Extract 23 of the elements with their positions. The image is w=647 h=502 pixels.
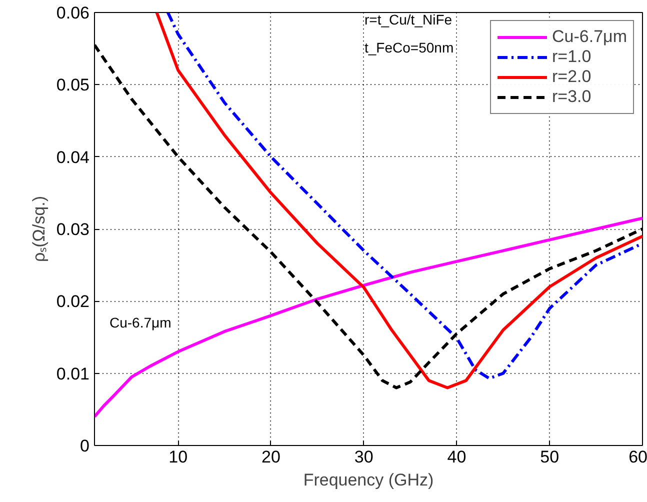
y-tick-label: 0.04 <box>56 148 90 167</box>
x-tick-label: 20 <box>262 448 280 466</box>
y-tick-label: 0.06 <box>56 4 90 22</box>
x-tick-label: 30 <box>354 448 374 466</box>
annotation: r=t_Cu/t_NiFe <box>364 12 452 28</box>
legend-label: r=3.0 <box>552 87 592 107</box>
x-axis-title: Frequency (GHz) <box>303 470 434 490</box>
y-tick-label: 0.02 <box>56 292 90 312</box>
annotation: t_FeCo=50nm <box>364 40 454 56</box>
x-tick-label: 50 <box>540 448 560 466</box>
x-tick-label: 60 <box>628 448 647 466</box>
y-tick-label: 0.03 <box>56 220 90 239</box>
x-tick-label: 40 <box>447 448 466 466</box>
legend-label: r=2.0 <box>552 67 592 87</box>
legend-label: r=1.0 <box>552 47 592 67</box>
y-axis-title: ρₛ(Ω/sq.) <box>29 196 48 262</box>
legend-label: Cu-6.7μm <box>552 27 627 47</box>
y-tick-label: 0 <box>80 436 90 456</box>
annotation: Cu-6.7μm <box>110 314 172 330</box>
x-tick-label: 10 <box>168 448 188 466</box>
y-tick-label: 0.05 <box>56 76 90 95</box>
y-tick-label: 0.01 <box>56 364 90 384</box>
line-series <box>94 216 642 418</box>
